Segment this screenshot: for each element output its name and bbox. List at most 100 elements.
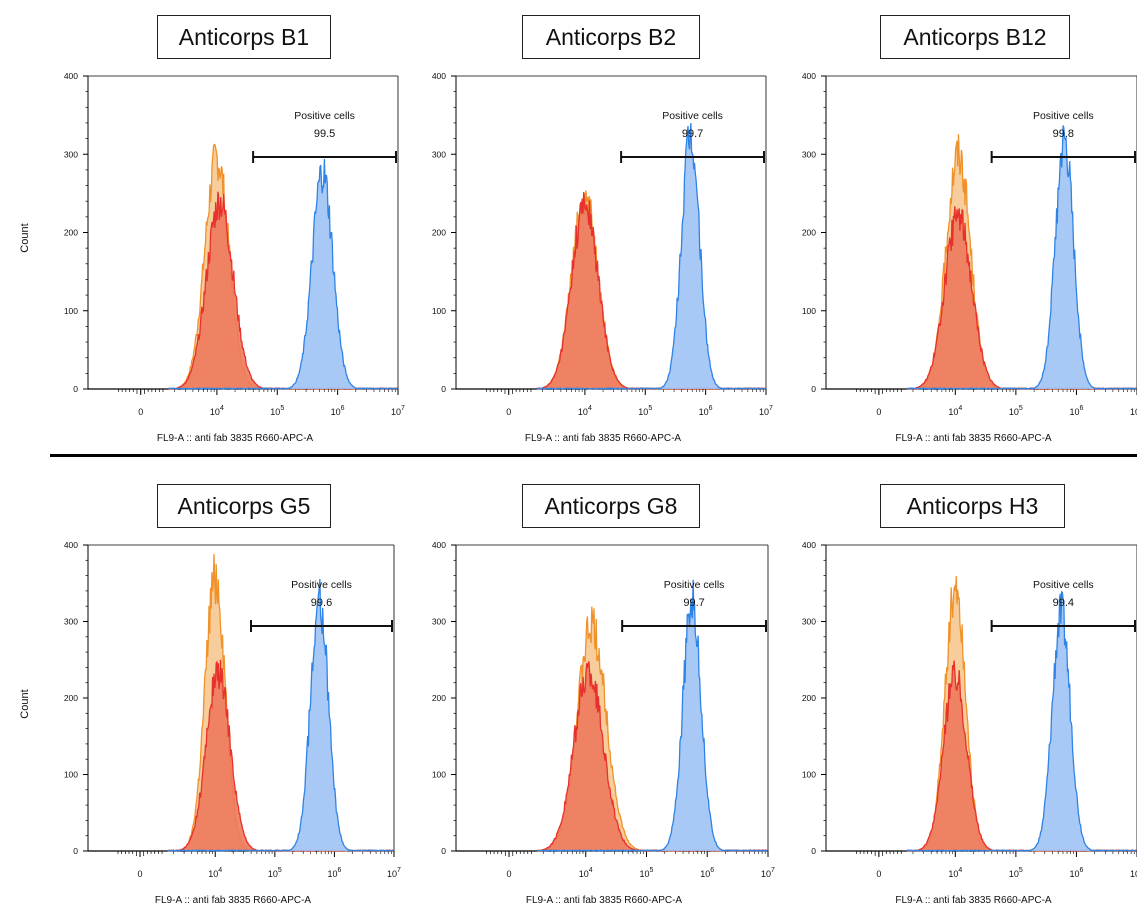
y-tick-label: 400 (432, 540, 446, 550)
histogram-area (537, 661, 768, 851)
histogram-area (536, 192, 766, 389)
x-axis-label: FL9-A :: anti fab 3835 R660-APC-A (525, 433, 682, 444)
x-tick-label: 106 (1069, 867, 1083, 879)
x-tick-label: 106 (700, 867, 714, 879)
y-tick-label: 200 (64, 693, 78, 703)
panel-title: Anticorps G5 (157, 484, 331, 528)
y-tick-label: 300 (432, 149, 446, 159)
gate-label: Positive cells (1033, 110, 1094, 122)
panel-title: Anticorps B12 (880, 15, 1070, 59)
y-tick-label: 100 (64, 770, 78, 780)
y-tick-label: 200 (802, 228, 816, 238)
gate-label: Positive cells (662, 110, 723, 122)
y-tick-label: 400 (64, 71, 78, 81)
y-tick-label: 0 (73, 846, 78, 856)
histogram-panel: 0 100 200 300 400 0 104 105 106 107 Positive cells… (64, 540, 401, 906)
gate-label: Positive cells (294, 110, 355, 122)
y-tick-label: 400 (432, 71, 446, 81)
gate-label: Positive cells (291, 579, 352, 591)
histogram-area (906, 206, 1137, 389)
x-tick-label: 106 (1069, 405, 1083, 417)
y-tick-label: 200 (64, 228, 78, 238)
x-tick-label: 104 (579, 867, 593, 879)
histogram-line (168, 158, 398, 391)
gate-value: 99.7 (682, 128, 703, 140)
y-tick-label: 300 (64, 617, 78, 627)
x-tick-label: 104 (208, 867, 222, 879)
x-tick-label: 0 (506, 407, 511, 417)
y-tick-label: 100 (64, 306, 78, 316)
x-tick-label: 105 (1009, 867, 1023, 879)
y-tick-label: 300 (64, 149, 78, 159)
y-tick-label: 300 (432, 617, 446, 627)
gate-value: 99.8 (1053, 128, 1074, 140)
x-axis-label: FL9-A :: anti fab 3835 R660-APC-A (526, 895, 683, 906)
gate-value: 99.5 (314, 128, 335, 140)
histogram-line (906, 590, 1137, 853)
y-tick-label: 400 (802, 540, 816, 550)
row-divider (50, 454, 1137, 457)
panel-title: Anticorps H3 (880, 484, 1065, 528)
panel-title: Anticorps G8 (522, 484, 700, 528)
gate-label: Positive cells (664, 579, 725, 591)
y-tick-label: 0 (811, 384, 816, 394)
x-tick-label: 105 (270, 405, 284, 417)
histogram-line (906, 125, 1137, 391)
x-tick-label: 106 (331, 405, 345, 417)
y-tick-label: 0 (73, 384, 78, 394)
gate-value: 99.6 (311, 597, 332, 609)
histogram-area (167, 659, 394, 851)
histogram-panel: 0 100 200 300 400 0 104 105 106 107 Positive cells… (802, 71, 1137, 444)
histogram-line (167, 578, 394, 853)
y-tick-label: 400 (802, 71, 816, 81)
gate-label: Positive cells (1033, 579, 1094, 591)
histogram-panel: 0 100 200 300 400 0 104 105 106 107 Positive cells… (432, 71, 773, 444)
x-tick-label: 105 (1009, 405, 1023, 417)
y-tick-label: 0 (441, 846, 446, 856)
y-tick-label: 400 (64, 540, 78, 550)
x-tick-label: 0 (138, 869, 143, 879)
x-tick-label: 104 (948, 867, 962, 879)
histogram-line (536, 123, 766, 391)
y-tick-label: 100 (432, 770, 446, 780)
x-tick-label: 104 (948, 405, 962, 417)
x-axis-label: FL9-A :: anti fab 3835 R660-APC-A (155, 895, 312, 906)
x-tick-label: 105 (268, 867, 282, 879)
histogram-panel: 0 100 200 300 400 0 104 105 106 107 Positive cells… (432, 540, 775, 906)
x-tick-label: 105 (640, 867, 654, 879)
x-axis-label: FL9-A :: anti fab 3835 R660-APC-A (157, 433, 314, 444)
y-tick-label: 300 (802, 149, 816, 159)
y-tick-label: 0 (811, 846, 816, 856)
x-tick-label: 0 (507, 869, 512, 879)
gate-value: 99.7 (683, 597, 704, 609)
y-tick-label: 0 (441, 384, 446, 394)
panel-title: Anticorps B1 (157, 15, 331, 59)
x-axis-label: FL9-A :: anti fab 3835 R660-APC-A (895, 433, 1052, 444)
x-tick-label: 0 (876, 869, 881, 879)
x-tick-label: 0 (876, 407, 881, 417)
histogram-panel: 0 100 200 300 400 0 104 105 106 107 Positive cells… (802, 540, 1137, 906)
histogram-area (906, 660, 1137, 851)
y-tick-label: 100 (432, 306, 446, 316)
y-tick-label: 200 (432, 228, 446, 238)
x-tick-label: 107 (1130, 867, 1137, 879)
x-tick-label: 107 (1130, 405, 1137, 417)
x-tick-label: 106 (699, 405, 713, 417)
x-tick-label: 104 (578, 405, 592, 417)
gate-value: 99.4 (1053, 597, 1074, 609)
x-tick-label: 107 (761, 867, 775, 879)
histogram-line (537, 579, 768, 852)
x-tick-label: 107 (759, 405, 773, 417)
y-tick-label: 100 (802, 770, 816, 780)
x-tick-label: 105 (638, 405, 652, 417)
histogram-area (168, 191, 398, 389)
x-tick-label: 0 (138, 407, 143, 417)
x-tick-label: 107 (391, 405, 405, 417)
x-tick-label: 104 (210, 405, 224, 417)
y-tick-label: 200 (432, 693, 446, 703)
x-tick-label: 106 (327, 867, 341, 879)
y-tick-label: 200 (802, 693, 816, 703)
histogram-panel: 0 100 200 300 400 0 104 105 106 107 Positive cells… (64, 71, 405, 444)
x-axis-label: FL9-A :: anti fab 3835 R660-APC-A (895, 895, 1052, 906)
